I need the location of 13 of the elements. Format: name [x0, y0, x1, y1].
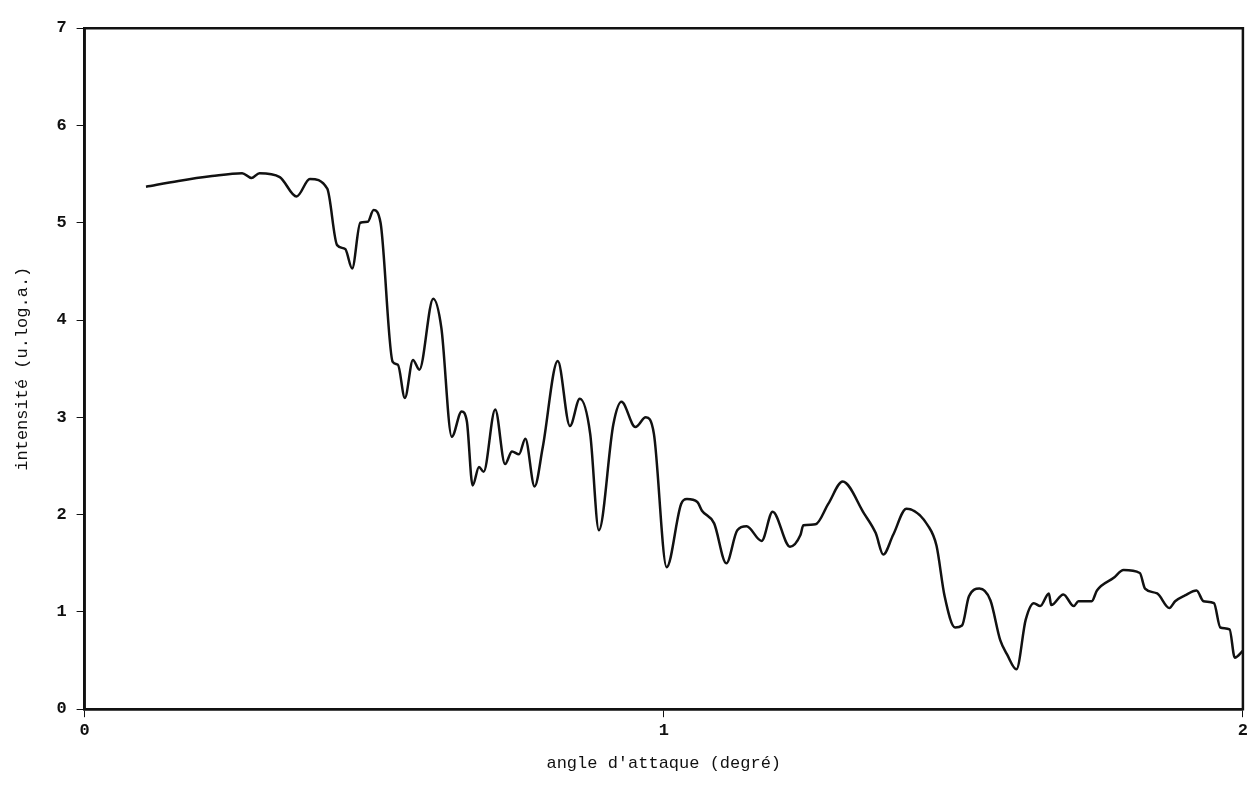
y-tick-label: 6 — [56, 115, 67, 135]
y-tick-label: 1 — [56, 602, 67, 622]
x-tick-label: 2 — [1237, 720, 1248, 740]
x-tick-label: 1 — [658, 720, 669, 740]
y-tick-label: 5 — [56, 213, 67, 233]
x-tick-label: 0 — [79, 720, 90, 740]
y-tick-label: 2 — [56, 504, 67, 524]
y-tick-label: 4 — [56, 310, 67, 330]
y-axis-title: intensité (u.log.a.) — [12, 266, 32, 471]
y-tick-label: 7 — [56, 18, 67, 38]
x-axis-title: angle d'attaque (degré) — [546, 754, 782, 774]
y-tick-label: 3 — [56, 407, 67, 427]
y-tick-label: 0 — [56, 699, 67, 719]
